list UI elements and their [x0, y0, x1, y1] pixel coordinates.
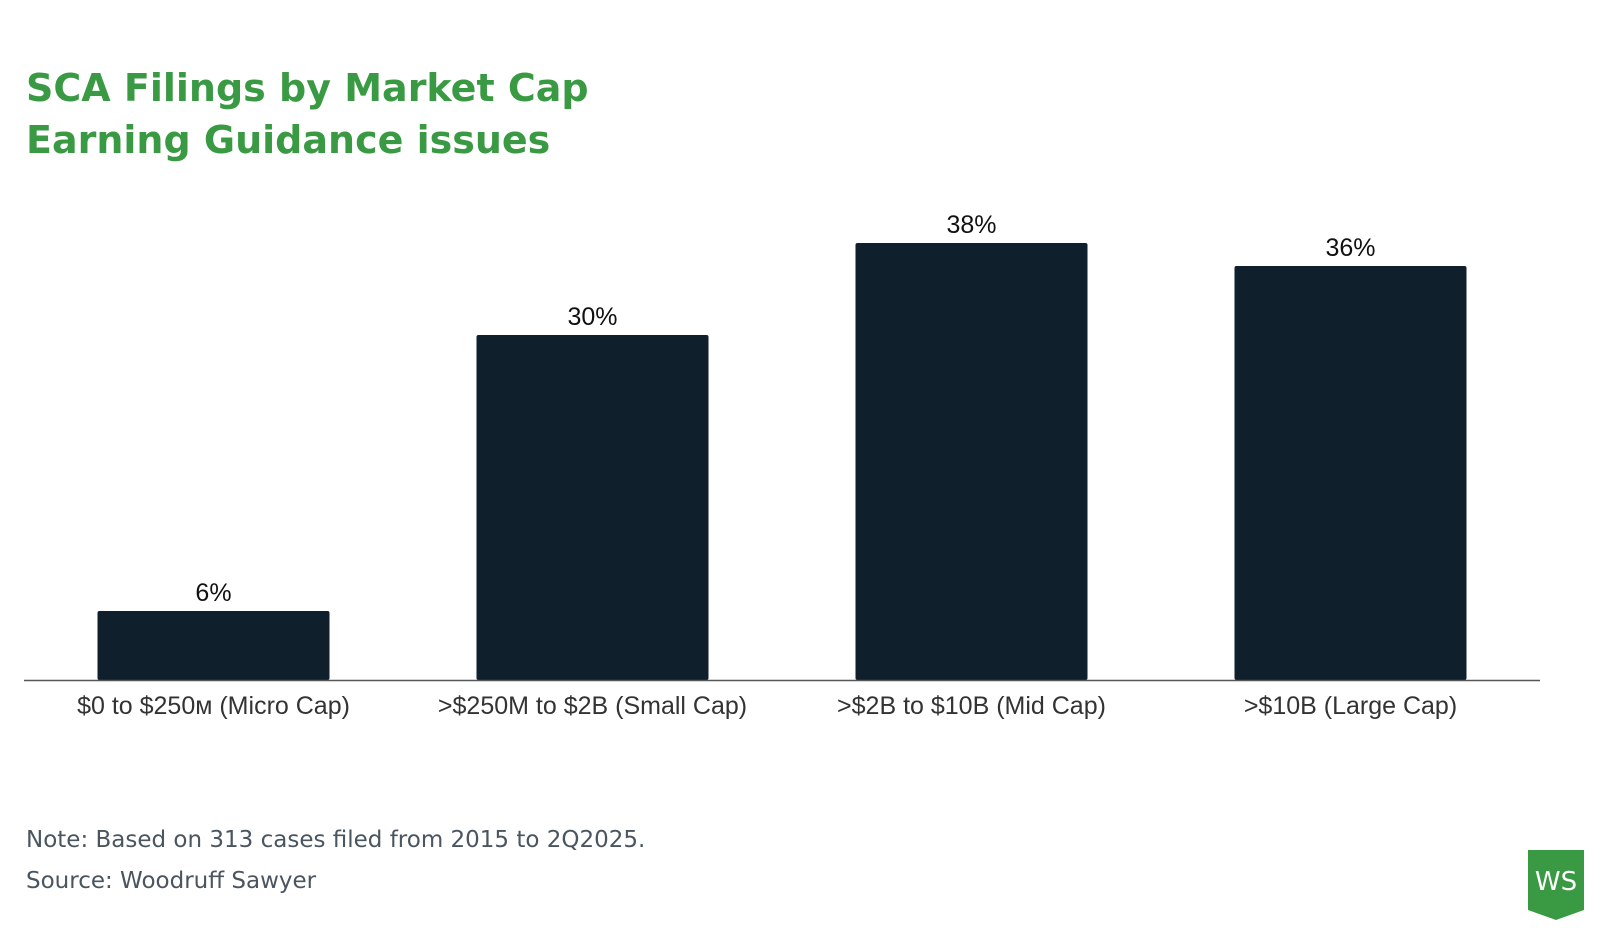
bar-4 — [1234, 266, 1467, 680]
chart-title-line-1: SCA Filings by Market Cap — [26, 66, 589, 110]
logo-text: WS — [1535, 867, 1577, 897]
data-label-4: 36% — [1325, 234, 1375, 262]
source-note: Source: Woodruff Sawyer — [26, 868, 317, 894]
bar-1 — [97, 611, 330, 680]
x-tick-label-1: $0 to $250м (Micro Cap) — [77, 692, 350, 720]
logo-shield-shape — [1528, 850, 1584, 920]
bar-2 — [476, 335, 709, 680]
data-label-3: 38% — [946, 211, 996, 239]
x-tick-label-3: >$2B to $10B (Mid Cap) — [837, 692, 1106, 720]
chart-title: SCA Filings by Market Cap Earning Guidan… — [26, 62, 589, 166]
data-label-2: 30% — [567, 303, 617, 331]
chart-title-line-2: Earning Guidance issues — [26, 118, 551, 162]
bar-chart: 6% $0 to $250м (Micro Cap) 30% >$250M to $2… — [24, 211, 1540, 720]
x-tick-label-2: >$250M to $2B (Small Cap) — [438, 692, 747, 720]
bar-3 — [855, 243, 1088, 680]
footnote: Note: Based on 313 cases filed from 2015… — [26, 827, 646, 853]
woodruff-sawyer-logo: WS — [1528, 850, 1584, 920]
data-label-1: 6% — [195, 579, 231, 607]
x-tick-label-4: >$10B (Large Cap) — [1244, 692, 1457, 720]
